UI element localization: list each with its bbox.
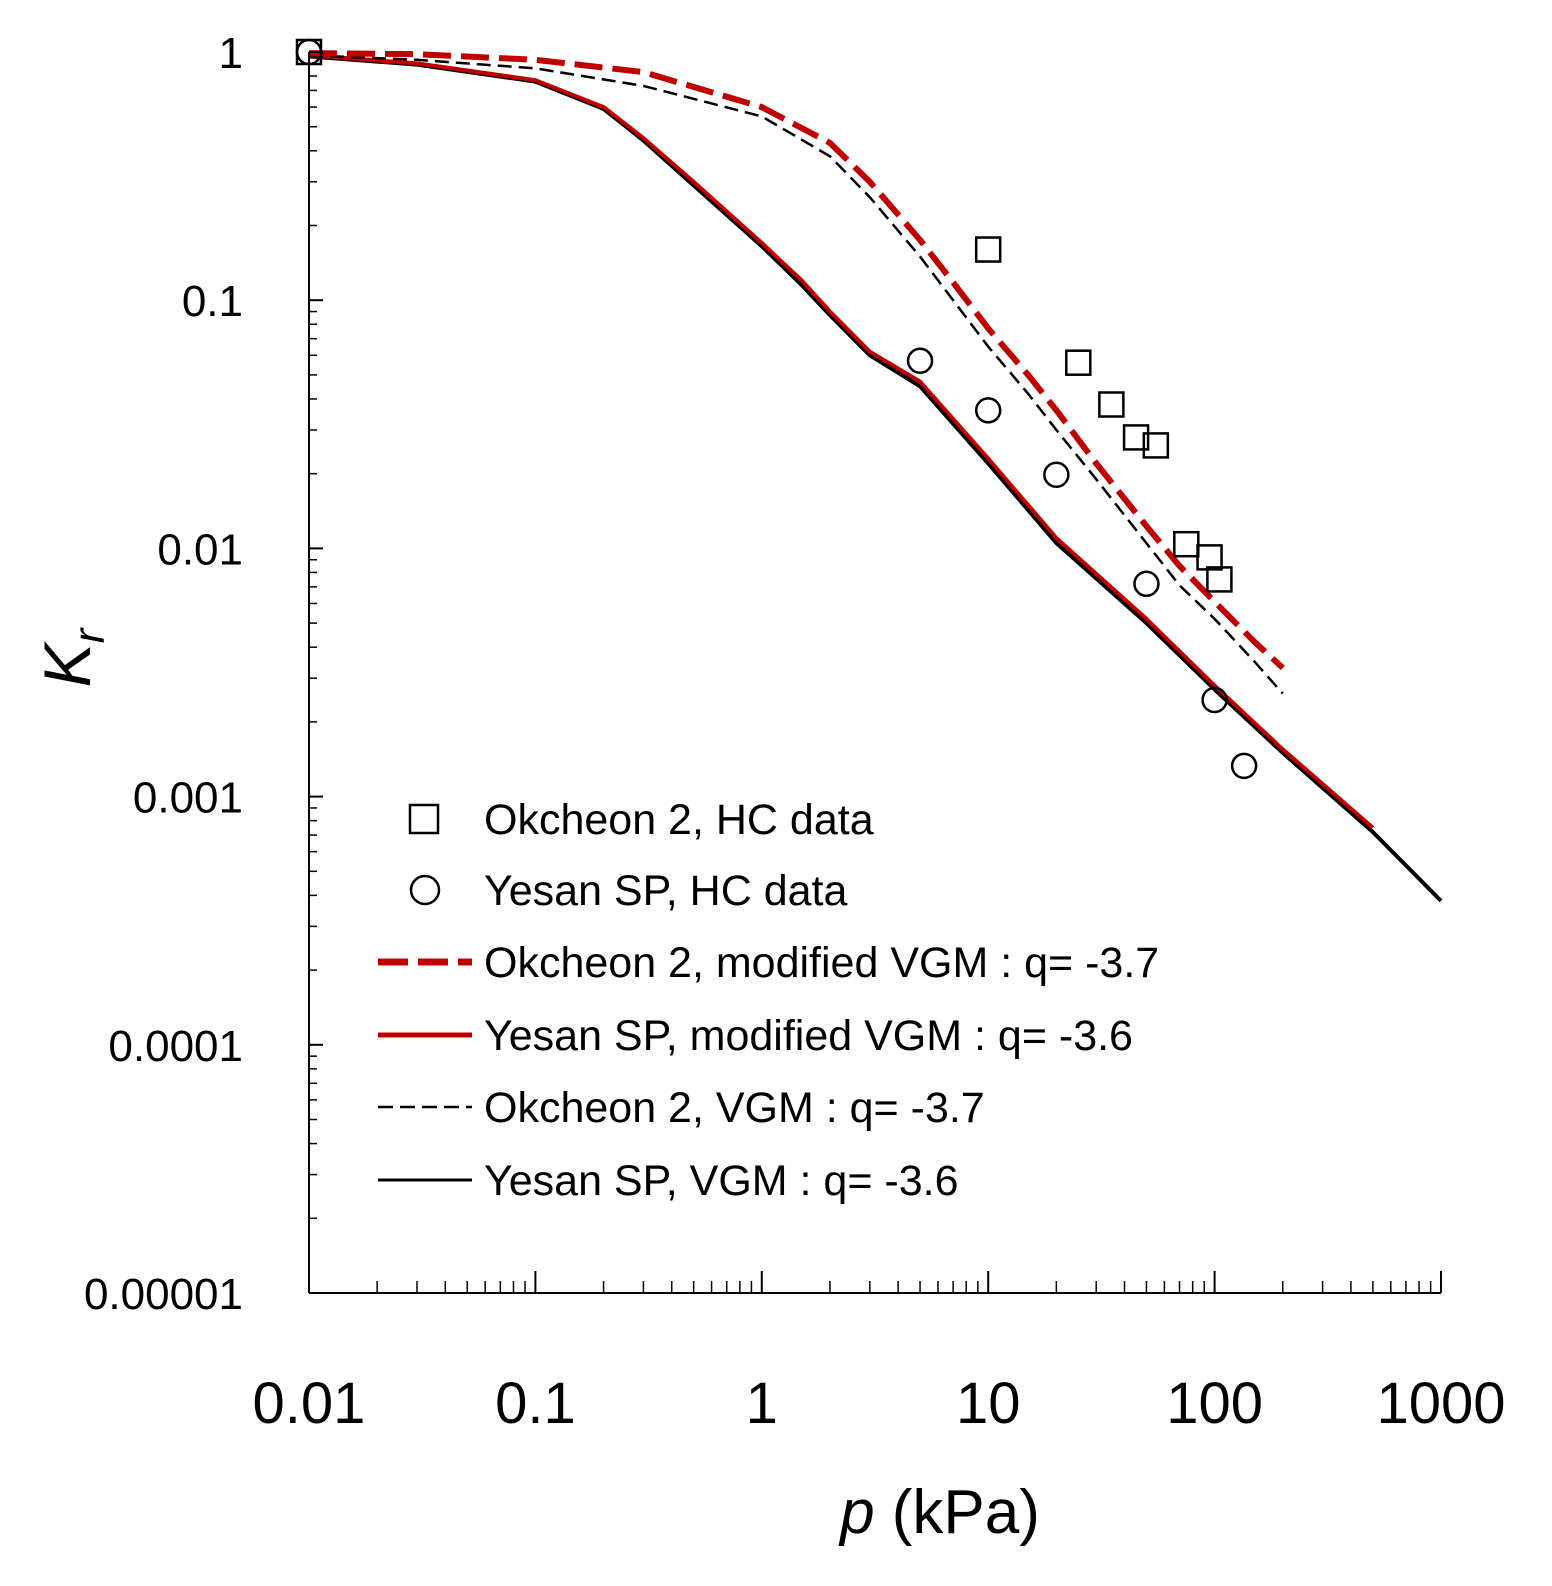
legend: Okcheon 2, HC data Yesan SP, HC data Okc… xyxy=(378,796,1159,1205)
series-layer xyxy=(309,53,1441,901)
y-tick-label: 0.1 xyxy=(182,277,243,326)
x-tick-label: 1000 xyxy=(1376,1371,1505,1436)
x-tick-label: 1 xyxy=(746,1371,778,1436)
legend-label-yesan-modified: Yesan SP, modified VGM : q= -3.6 xyxy=(484,1012,1133,1060)
y-axis-subscript: r xyxy=(65,626,114,643)
x-axis-unit: (kPa) xyxy=(875,1478,1040,1547)
chart: 1 0.1 0.01 0.001 0.0001 0.00001 0.01 0.1 1 10 100 1… xyxy=(0,0,1552,1586)
data-point-circle xyxy=(908,349,932,373)
legend-label-yesan-hc: Yesan SP, HC data xyxy=(484,867,847,915)
data-point-square xyxy=(1099,392,1123,416)
y-tick-label: 0.00001 xyxy=(84,1270,243,1319)
x-tick-label: 0.01 xyxy=(253,1371,366,1436)
y-tick-label: 0.01 xyxy=(157,525,243,574)
legend-label-yesan-vgm: Yesan SP, VGM : q= -3.6 xyxy=(484,1157,959,1205)
legend-marker-circle xyxy=(411,876,439,904)
y-axis-symbol: K xyxy=(30,640,104,687)
data-point-square xyxy=(1066,351,1090,375)
x-tick-label: 10 xyxy=(956,1371,1021,1436)
x-axis-label: p (kPa) xyxy=(838,1478,1040,1547)
y-axis-label: Kr xyxy=(30,626,114,687)
legend-label-okcheon-vgm: Okcheon 2, VGM : q= -3.7 xyxy=(484,1084,985,1132)
data-point-square xyxy=(1198,545,1222,569)
data-point-circle xyxy=(1134,572,1158,596)
data-point-circle xyxy=(1044,463,1068,487)
data-point-square xyxy=(1207,567,1231,591)
x-tick-label: 100 xyxy=(1166,1371,1263,1436)
x-axis-symbol: p xyxy=(838,1478,874,1547)
markers-layer xyxy=(297,40,1256,778)
data-point-circle xyxy=(1232,754,1256,778)
data-point-circle xyxy=(976,398,1000,422)
legend-label-okcheon-modified: Okcheon 2, modified VGM : q= -3.7 xyxy=(484,939,1159,987)
x-tick-label: 0.1 xyxy=(495,1371,576,1436)
legend-marker-square xyxy=(410,805,438,833)
data-point-square xyxy=(1174,532,1198,556)
series-line-4 xyxy=(309,55,1283,693)
y-tick-label: 1 xyxy=(219,29,243,78)
series-line-5 xyxy=(309,56,1441,901)
y-tick-label: 0.001 xyxy=(133,774,243,823)
ticks-layer: 1 0.1 0.01 0.001 0.0001 0.00001 0.01 0.1 1 10 100 1… xyxy=(84,29,1506,1436)
data-point-square xyxy=(976,238,1000,262)
legend-label-okcheon-hc: Okcheon 2, HC data xyxy=(484,796,874,844)
y-tick-label: 0.0001 xyxy=(108,1022,243,1071)
